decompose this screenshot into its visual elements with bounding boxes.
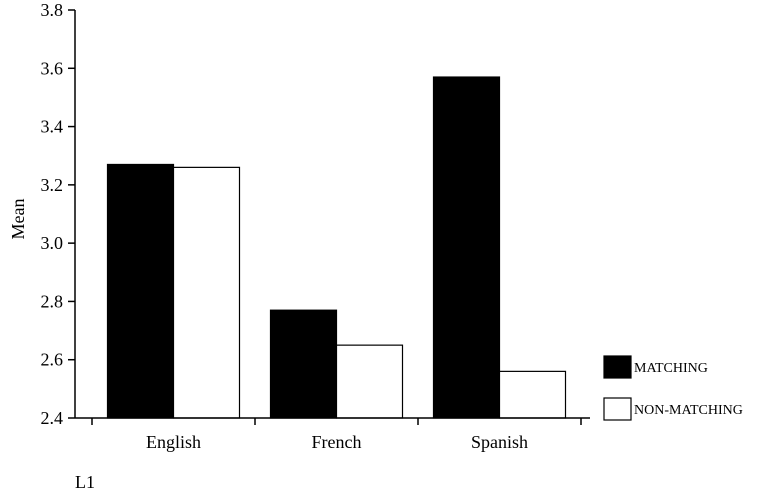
bars [106,76,567,419]
legend: MATCHING NON-MATCHING [603,355,743,421]
bar-non-matching-spanish [498,370,567,419]
legend-label: NON-MATCHING [634,403,743,418]
x-axis-label: L1 [75,472,95,492]
y-tick-label: 2.8 [41,291,64,311]
legend-swatch [603,397,632,421]
y-tick-label: 3.6 [41,58,64,78]
y-tick-label: 2.4 [41,408,64,428]
y-tick-label: 3.4 [41,117,64,137]
bar-matching-french [269,309,338,419]
bar-matching-spanish [432,76,501,419]
y-tick-label: 3.0 [41,233,64,253]
y-axis: 2.4 2.6 2.8 3.0 3.2 3.4 3.6 3.8 [41,0,76,428]
x-tick-label: English [146,432,201,452]
y-tick-label: 2.6 [41,350,64,370]
bar-non-matching-english [172,166,241,419]
y-tick-label: 3.2 [41,175,64,195]
bar-matching-english [106,163,175,419]
y-tick-label: 3.8 [41,0,64,20]
bar-non-matching-french [335,344,404,419]
legend-swatch [603,355,632,379]
x-tick-label: Spanish [471,432,528,452]
x-tick-label: French [312,432,362,452]
y-axis-label: Mean [8,199,28,240]
legend-label: MATCHING [634,361,708,376]
x-axis: English French Spanish [75,417,590,452]
